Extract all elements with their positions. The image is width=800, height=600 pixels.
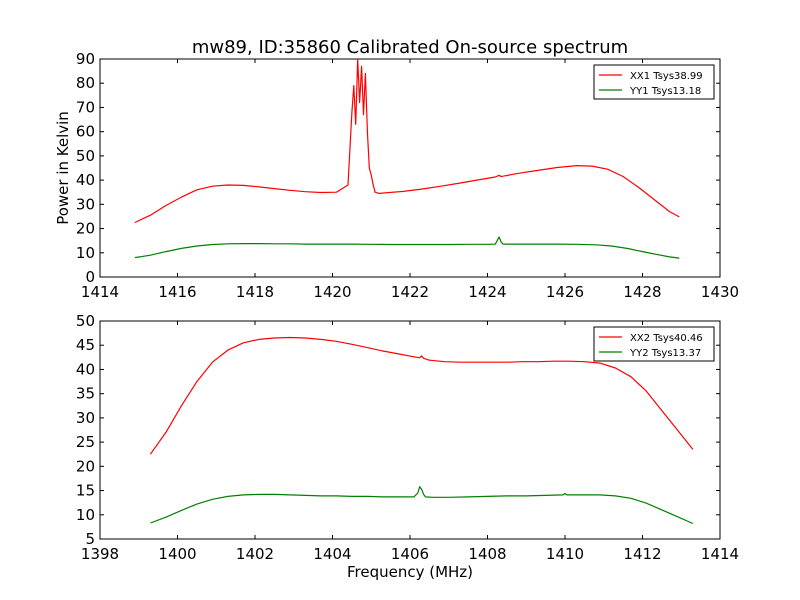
- legend-entry: XX2 Tsys40.46: [630, 333, 703, 344]
- y-tick-label: 0: [85, 268, 95, 286]
- chart-title: mw89, ID:35860 Calibrated On-source spec…: [192, 37, 628, 58]
- series-line-xx1: [134, 59, 680, 224]
- x-tick-label: 1410: [546, 545, 584, 563]
- legend-box: [593, 64, 715, 100]
- y-tick-label: 20: [76, 220, 95, 238]
- plot-area-1: 1414 1416 1418 1420 1422 1424 1426 1428 1430 0 10 2…: [76, 50, 739, 301]
- y-tick-label: 50: [76, 147, 95, 165]
- series-line-xx2: [149, 336, 694, 455]
- y-tick-label: 30: [76, 409, 95, 427]
- x-tick-label: 1420: [313, 283, 351, 301]
- x-tick-label: 1402: [236, 545, 274, 563]
- x-tick-label: 1424: [468, 283, 506, 301]
- x-tick-label: 1406: [391, 545, 429, 563]
- plot-area-2: 1398 1400 1402 1404 1406 1408 1410 1412 1414 5 10 1…: [76, 312, 739, 563]
- legend-entry: XX1 Tsys38.99: [630, 71, 703, 82]
- spectrum-panel-1: mw89, ID:35860 Calibrated On-source spec…: [54, 37, 739, 301]
- spectrum-panel-2: Frequency (MHz) 1398 1400 1402 1404 1406 1408…: [76, 312, 739, 581]
- series-line-yy2: [150, 486, 694, 525]
- y-axis-label-top: Power in Kelvin: [54, 111, 72, 225]
- y-tick-label: 10: [76, 506, 95, 524]
- y-tick-label: 5: [85, 530, 95, 548]
- y-tick-label: 70: [76, 98, 95, 116]
- y-tick-label: 60: [76, 123, 95, 141]
- y-tick-label: 25: [76, 433, 95, 451]
- y-tick-label: 15: [76, 482, 95, 500]
- x-tick-label: 1422: [391, 283, 429, 301]
- x-tick-label: 1430: [701, 283, 739, 301]
- legend-1: XX1 Tsys38.99 YY1 Tsys13.18: [593, 64, 715, 100]
- y-tick-label: 80: [76, 74, 95, 92]
- x-tick-label: 1412: [623, 545, 661, 563]
- x-tick-label: 1404: [313, 545, 351, 563]
- y-tick-label: 90: [76, 50, 95, 68]
- legend-entry: YY1 Tsys13.18: [629, 86, 701, 97]
- x-tick-label: 1398: [81, 545, 119, 563]
- y-tick-label: 30: [76, 195, 95, 213]
- x-axis-label: Frequency (MHz): [347, 563, 473, 581]
- x-tick-label: 1408: [468, 545, 506, 563]
- y-tick-label: 40: [76, 171, 95, 189]
- x-tick-label: 1400: [158, 545, 196, 563]
- y-tick-label: 10: [76, 244, 95, 262]
- x-tick-label: 1418: [236, 283, 274, 301]
- y-tick-label: 50: [76, 312, 95, 330]
- y-tick-label: 40: [76, 360, 95, 378]
- x-tick-label: 1428: [623, 283, 661, 301]
- x-tick-label: 1414: [701, 545, 739, 563]
- y-tick-label: 20: [76, 457, 95, 475]
- x-tick-label: 1426: [546, 283, 584, 301]
- legend-entry: YY2 Tsys13.37: [629, 348, 701, 359]
- y-tick-label: 35: [76, 385, 95, 403]
- x-tick-label: 1414: [81, 283, 119, 301]
- legend-2: XX2 Tsys40.46 YY2 Tsys13.37: [593, 326, 715, 362]
- series-line-yy1: [134, 236, 680, 259]
- x-tick-label: 1416: [158, 283, 196, 301]
- y-tick-label: 45: [76, 336, 95, 354]
- legend-box: [593, 326, 715, 362]
